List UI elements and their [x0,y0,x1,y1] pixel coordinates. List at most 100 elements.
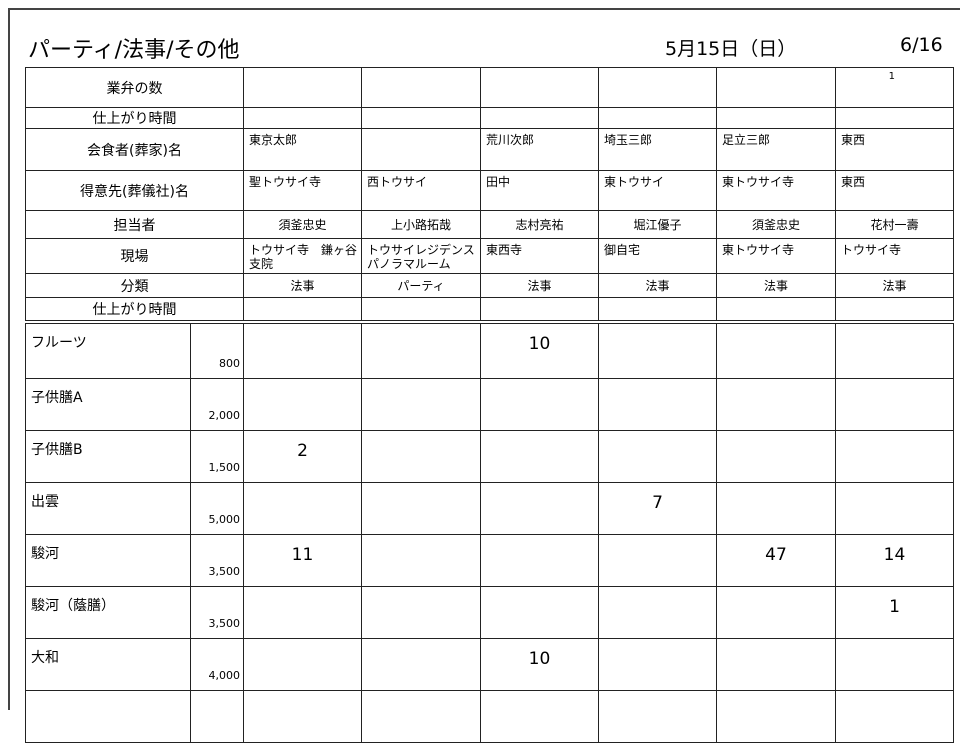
info-cell [361,297,481,321]
product-price: 2,000 [190,378,244,431]
info-cell [598,107,717,129]
info-cell: 足立三郎 [716,128,836,171]
quantity-cell [716,482,836,535]
product-price: 3,500 [190,534,244,587]
info-cell: 東西 [835,170,954,211]
info-cell: 堀江優子 [598,210,717,239]
info-cell: 埼玉三郎 [598,128,717,171]
product-price: 3,500 [190,586,244,639]
info-row: 業弁の数 1 [25,67,954,108]
quantity-cell [480,430,599,483]
quantity-cell: 1 [835,586,954,639]
product-price: 800 [190,323,244,379]
info-cell [361,107,481,129]
quantity-cell [243,638,362,691]
quantity-cell: 11 [243,534,362,587]
info-cell: 田中 [480,170,599,211]
quantity-cell [243,378,362,431]
info-row-label: 業弁の数 [25,67,244,108]
quantity-cell [716,638,836,691]
quantity-cell [835,430,954,483]
quantity-cell [361,378,481,431]
quantity-cell [716,323,836,379]
info-cell: 西トウサイ [361,170,481,211]
info-cell: 法事 [480,273,599,298]
quantity-cell [716,586,836,639]
quantity-cell [598,378,717,431]
info-cell: 東トウサイ [598,170,717,211]
info-cell: 上小路拓哉 [361,210,481,239]
quantity-cell [835,482,954,535]
info-cell: 御自宅 [598,238,717,274]
info-cell [361,128,481,171]
info-row-label: 仕上がり時間 [25,107,244,129]
quantity-cell [598,638,717,691]
info-cell [598,67,717,108]
info-cell: 東西寺 [480,238,599,274]
order-date: 5月15日（日） [665,38,797,60]
quantity-cell [598,534,717,587]
quantity-cell [243,482,362,535]
product-name: 大和 [25,638,191,691]
product-name: 出雲 [25,482,191,535]
info-cell: 法事 [243,273,362,298]
info-cell [835,297,954,321]
quantity-cell [243,586,362,639]
info-cell [835,107,954,129]
info-row-label: 得意先(葬儀社)名 [25,170,244,211]
info-cell: パーティ [361,273,481,298]
product-name: 子供膳A [25,378,191,431]
info-row: 現場 トウサイ寺 鎌ヶ谷支院 トウサイレジデンス パノラマルーム 東西寺 御自宅 東トウサ… [25,238,954,274]
info-row: 分類 法事 パーティ 法事 法事 法事 法事 [25,273,954,298]
info-cell: 花村一壽 [835,210,954,239]
quantity-cell: 10 [480,638,599,691]
info-row-label: 会食者(葬家)名 [25,128,244,171]
product-row: フルーツ 800 10 [25,323,954,379]
info-row: 得意先(葬儀社)名 聖トウサイ寺 西トウサイ 田中 東トウサイ 東トウサイ寺 東西 [25,170,954,211]
info-cell: 荒川次郎 [480,128,599,171]
info-cell [243,107,362,129]
quantity-cell [361,323,481,379]
quantity-cell [835,323,954,379]
product-row: 駿河 3,500 11 47 14 [25,534,954,587]
quantity-cell [835,638,954,691]
info-cell: トウサイ寺 鎌ヶ谷支院 [243,238,362,274]
quantity-cell [716,690,836,743]
info-cell: 法事 [835,273,954,298]
product-quantity-table: フルーツ 800 10 子供膳A 2,000 子供膳B 1,500 2 出雲 5,000 7 駿河 3,… [25,323,954,743]
info-cell [716,297,836,321]
info-cell [480,297,599,321]
product-price: 5,000 [190,482,244,535]
quantity-cell [480,482,599,535]
info-cell: トウサイレジデンス パノラマルーム [361,238,481,274]
info-cell [716,107,836,129]
quantity-cell [361,534,481,587]
info-cell [598,297,717,321]
quantity-cell [480,690,599,743]
info-cell: 志村亮祐 [480,210,599,239]
quantity-cell: 7 [598,482,717,535]
page-number: 6/16 [900,34,943,56]
quantity-cell: 47 [716,534,836,587]
info-row-label: 担当者 [25,210,244,239]
info-cell: 東トウサイ寺 [716,238,836,274]
quantity-cell [361,638,481,691]
info-cell [480,67,599,108]
info-cell: 東西 [835,128,954,171]
product-row: 子供膳A 2,000 [25,378,954,431]
document-page [8,8,960,710]
double-divider [25,320,953,323]
quantity-cell [243,690,362,743]
product-price: 1,500 [190,430,244,483]
quantity-cell [480,586,599,639]
info-row: 仕上がり時間 [25,107,954,129]
page-title: パーティ/法事/その他 [28,38,240,63]
quantity-cell [361,430,481,483]
order-info-table: 業弁の数 1 仕上がり時間 会食者(葬家)名 東京太郎 荒川次郎 埼玉三郎 足立三郎 東西 得意先… [25,67,954,321]
info-cell [243,67,362,108]
info-cell [361,67,481,108]
quantity-cell [598,586,717,639]
quantity-cell [361,690,481,743]
info-cell: 法事 [598,273,717,298]
info-row-label: 仕上がり時間 [25,297,244,321]
